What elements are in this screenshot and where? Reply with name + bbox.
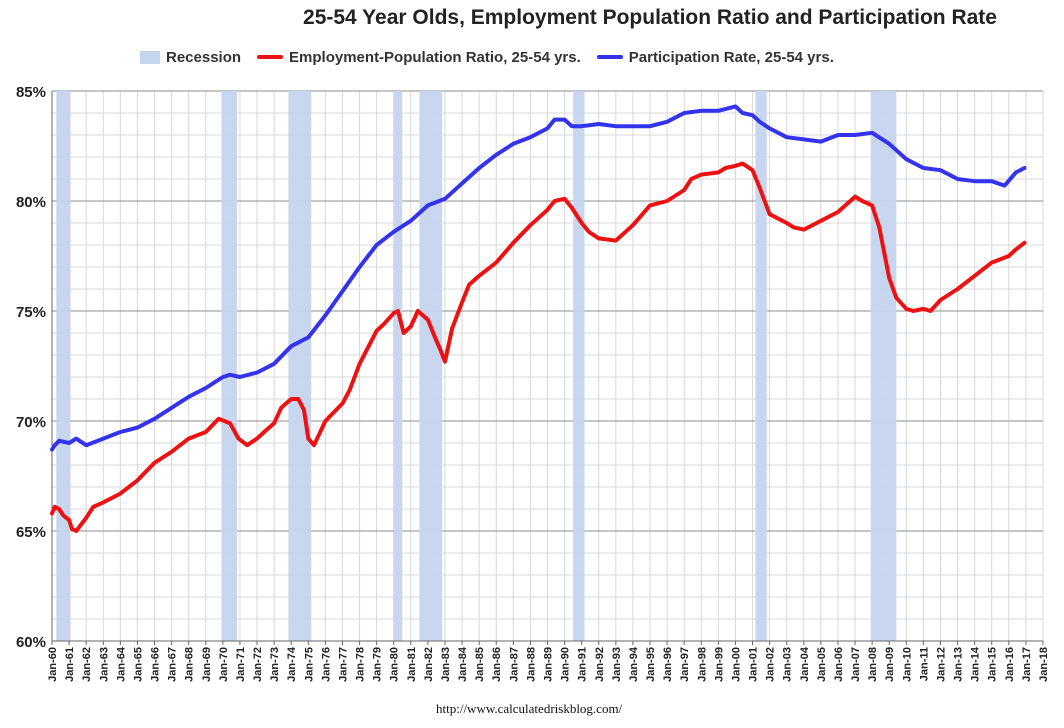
recession-band [393, 91, 403, 641]
y-tick-label: 85% [16, 84, 46, 101]
x-tick-label: Jan-63 [98, 647, 110, 682]
x-tick-label: Jan-12 [935, 647, 947, 682]
x-tick-label: Jan-97 [679, 647, 691, 682]
x-tick-label: Jan-83 [440, 647, 452, 682]
legend-swatch-recession [140, 50, 160, 64]
x-tick-label: Jan-66 [150, 647, 162, 682]
recession-band [755, 91, 767, 641]
x-tick-label: Jan-62 [81, 647, 93, 682]
recession-band [870, 91, 897, 641]
x-tick-label: Jan-80 [389, 647, 401, 682]
x-tick-label: Jan-06 [833, 647, 845, 682]
x-tick-label: Jan-89 [543, 647, 555, 682]
x-tick-label: Jan-69 [201, 647, 213, 682]
employment-ratio-line [50, 161, 1027, 533]
x-tick-label: Jan-61 [64, 647, 76, 682]
legend-participation-rate: Participation Rate, 25-54 yrs. [596, 48, 834, 66]
legend-recession: Recession [140, 49, 241, 66]
x-tick-label: Jan-98 [696, 647, 708, 682]
x-tick-label: Jan-16 [1004, 647, 1016, 682]
x-tick-label: Jan-88 [525, 647, 537, 682]
x-tick-label: Jan-74 [286, 646, 298, 682]
x-tick-label: Jan-75 [303, 647, 315, 682]
x-tick-label: Jan-84 [457, 646, 469, 682]
chart-title: 25-54 Year Olds, Employment Population R… [303, 6, 997, 29]
x-tick-label: Jan-93 [611, 647, 623, 682]
x-tick-label: Jan-86 [491, 647, 503, 682]
y-tick-label: 60% [16, 634, 46, 651]
x-tick-label: Jan-00 [730, 647, 742, 682]
x-tick-label: Jan-73 [269, 647, 281, 682]
x-tick-label: Jan-11 [918, 647, 930, 681]
x-tick-label: Jan-91 [577, 647, 589, 682]
x-tick-label: Jan-99 [713, 647, 725, 682]
legend-label-recession: Recession [166, 48, 242, 66]
x-tick-label: Jan-77 [337, 647, 349, 682]
x-tick-label: Jan-18 [1038, 647, 1050, 682]
y-tick-label: 65% [16, 524, 46, 541]
y-tick-label: 75% [16, 304, 46, 321]
x-tick-label: Jan-79 [372, 647, 384, 682]
legend-swatch-employment-ratio [257, 55, 284, 59]
x-tick-label: Jan-90 [560, 647, 572, 682]
legend-swatch-participation-rate [596, 55, 623, 59]
recession-band [573, 91, 585, 641]
recession-band [56, 91, 71, 641]
x-tick-label: Jan-07 [850, 647, 862, 682]
x-tick-label: Jan-60 [47, 647, 59, 682]
x-tick-label: Jan-04 [799, 646, 811, 682]
x-tick-label: Jan-64 [115, 646, 127, 682]
legend-employment-ratio: Employment-Population Ratio, 25-54 yrs. [257, 49, 581, 66]
x-tick-label: Jan-65 [132, 647, 144, 682]
x-tick-label: Jan-85 [474, 647, 486, 682]
x-tick-label: Jan-14 [970, 646, 982, 682]
x-tick-label: Jan-72 [252, 647, 264, 682]
x-tick-label: Jan-82 [423, 647, 435, 682]
x-tick-label: Jan-67 [167, 647, 179, 682]
y-tick-label: 70% [16, 414, 46, 431]
x-tick-label: Jan-87 [508, 647, 520, 682]
y-tick-label: 80% [16, 194, 46, 211]
x-tick-label: Jan-71 [235, 647, 247, 682]
legend: Recession Employment-Population Ratio, 2… [140, 46, 850, 68]
source-url[interactable]: http://www.calculatedriskblog.com/ [436, 701, 623, 716]
x-tick-label: Jan-81 [406, 647, 418, 682]
x-tick-label: Jan-09 [884, 647, 896, 682]
x-tick-label: Jan-95 [645, 647, 657, 682]
participation-rate-line [50, 104, 1027, 452]
recession-band [419, 91, 443, 641]
x-tick-label: Jan-94 [628, 646, 640, 682]
x-tick-label: Jan-02 [765, 647, 777, 682]
recession-band [288, 91, 312, 641]
recession-band [221, 91, 238, 641]
legend-label-participation-rate: Participation Rate, 25-54 yrs. [628, 48, 834, 66]
x-tick-label: Jan-15 [987, 647, 999, 682]
legend-label-employment-ratio: Employment-Population Ratio, 25-54 yrs. [289, 48, 581, 66]
x-tick-label: Jan-78 [355, 647, 367, 682]
x-tick-label: Jan-68 [184, 647, 196, 682]
x-tick-label: Jan-03 [782, 647, 794, 682]
x-tick-label: Jan-96 [662, 647, 674, 682]
x-tick-label: Jan-05 [816, 647, 828, 682]
x-tick-label: Jan-70 [218, 647, 230, 682]
x-tick-label: Jan-08 [867, 647, 879, 682]
x-tick-label: Jan-01 [748, 647, 760, 682]
x-tick-label: Jan-92 [594, 647, 606, 682]
x-tick-label: Jan-17 [1021, 647, 1033, 682]
x-tick-label: Jan-13 [953, 647, 965, 682]
line-chart: 60% 65% 70% 75% 80% 85% Jan-60 Jan-61 Jan-62 Jan-… [16, 84, 1050, 682]
x-tick-label: Jan-76 [320, 647, 332, 682]
x-tick-label: Jan-10 [901, 647, 913, 682]
